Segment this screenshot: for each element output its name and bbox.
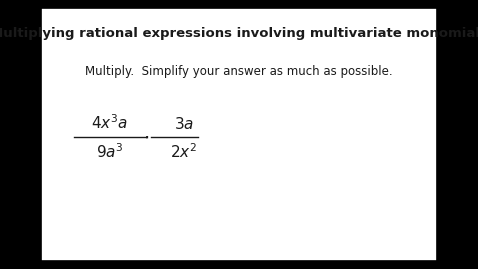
Text: Multiply.  Simplify your answer as much as possible.: Multiply. Simplify your answer as much a… — [85, 65, 393, 77]
Text: $3a$: $3a$ — [174, 116, 194, 132]
Text: $\cdot$: $\cdot$ — [143, 128, 149, 147]
Text: Multiplying rational expressions involving multivariate monomials: Multiplying rational expressions involvi… — [0, 27, 478, 40]
Text: $9a^3$: $9a^3$ — [96, 143, 124, 161]
Bar — [41, 8, 437, 261]
Text: $4x^3a$: $4x^3a$ — [91, 113, 129, 132]
Text: $2x^2$: $2x^2$ — [171, 143, 197, 161]
